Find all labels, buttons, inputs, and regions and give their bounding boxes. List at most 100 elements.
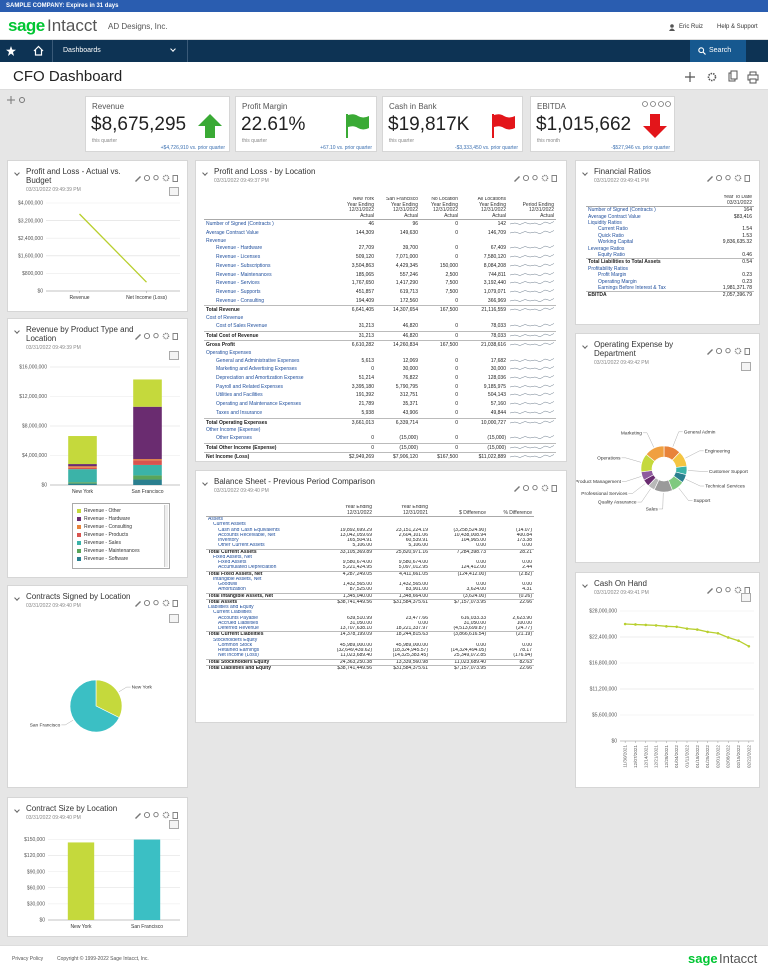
settings-icon[interactable]: [162, 811, 170, 819]
legend-entry[interactable]: Revenue - Other: [77, 507, 161, 515]
chart-menu-button[interactable]: [741, 362, 751, 371]
legend-entry[interactable]: Revenue - Software: [77, 555, 161, 563]
settings-icon[interactable]: [734, 174, 742, 182]
chart-menu-button[interactable]: [169, 614, 179, 623]
collapse-toggle[interactable]: [14, 807, 20, 813]
delete-icon[interactable]: [172, 333, 178, 340]
zoom-icon[interactable]: [153, 332, 159, 339]
panel-tools[interactable]: [513, 174, 561, 182]
panel-tools[interactable]: [134, 599, 182, 607]
zoom-icon[interactable]: [725, 586, 731, 593]
chart-menu-button[interactable]: [169, 351, 179, 360]
collapse-toggle[interactable]: [14, 328, 20, 334]
brand-logo[interactable]: sage: [8, 16, 45, 35]
cell: 0.00: [476, 582, 486, 588]
panel-tools[interactable]: [134, 332, 182, 340]
collapse-toggle[interactable]: [202, 480, 208, 486]
panel-tools[interactable]: [513, 484, 561, 492]
collapse-toggle[interactable]: [14, 595, 20, 601]
chart-menu-button[interactable]: [169, 187, 179, 196]
trend-cell: [508, 365, 556, 374]
refresh-icon[interactable]: [143, 174, 151, 182]
company-name[interactable]: AD Designs, Inc.: [108, 22, 168, 31]
legend-entry[interactable]: Revenue - Hardware: [77, 515, 161, 523]
panel-tools[interactable]: [706, 174, 754, 182]
delete-icon[interactable]: [744, 348, 750, 355]
zoom-icon[interactable]: [532, 484, 538, 491]
legend-entry[interactable]: Revenue - Products: [77, 531, 161, 539]
delete-icon[interactable]: [172, 600, 178, 607]
privacy-link[interactable]: Privacy Policy: [12, 956, 44, 962]
settings-icon[interactable]: [541, 174, 549, 182]
favorites-icon[interactable]: [6, 46, 16, 56]
settings-icon[interactable]: [162, 332, 170, 340]
delete-icon[interactable]: [172, 175, 178, 182]
zoom-icon[interactable]: [153, 174, 159, 181]
panel-tools[interactable]: [706, 347, 754, 355]
zoom-icon[interactable]: [725, 347, 731, 354]
tool-icon[interactable]: [650, 101, 656, 107]
help-link[interactable]: Help & Support: [717, 24, 758, 30]
edit-icon[interactable]: [514, 486, 520, 492]
delete-icon[interactable]: [744, 175, 750, 182]
refresh-icon[interactable]: [522, 484, 530, 492]
chart-menu[interactable]: [169, 820, 179, 829]
chart-menu[interactable]: [169, 187, 179, 196]
chart-menu[interactable]: [169, 351, 179, 360]
settings-icon[interactable]: [162, 174, 170, 182]
tool-icon[interactable]: [642, 101, 648, 107]
user-name[interactable]: Eric Ruiz: [679, 24, 704, 30]
settings-icon[interactable]: [734, 586, 742, 594]
chart-menu-button[interactable]: [741, 593, 751, 602]
layout-controls[interactable]: [7, 96, 27, 104]
delete-icon[interactable]: [551, 485, 557, 492]
refresh-icon[interactable]: [715, 347, 723, 355]
chart-menu[interactable]: [169, 614, 179, 623]
edit-icon[interactable]: [707, 349, 713, 355]
settings-icon[interactable]: [541, 484, 549, 492]
refresh-icon[interactable]: [143, 811, 151, 819]
edit-icon[interactable]: [135, 813, 141, 819]
edit-icon[interactable]: [707, 176, 713, 182]
zoom-icon[interactable]: [725, 174, 731, 181]
chart-menu-button[interactable]: [169, 820, 179, 829]
refresh-icon[interactable]: [715, 174, 723, 182]
legend-scrollbar[interactable]: [164, 505, 168, 567]
delete-icon[interactable]: [551, 175, 557, 182]
collapse-toggle[interactable]: [14, 170, 20, 176]
zoom-icon[interactable]: [153, 811, 159, 818]
chart-menu[interactable]: [741, 593, 751, 602]
zoom-icon[interactable]: [153, 599, 159, 606]
edit-icon[interactable]: [135, 176, 141, 182]
settings-icon[interactable]: [162, 599, 170, 607]
refresh-icon[interactable]: [143, 599, 151, 607]
refresh-icon[interactable]: [143, 332, 151, 340]
chart-menu[interactable]: [741, 362, 751, 371]
search-button[interactable]: Search: [690, 40, 746, 62]
home-icon[interactable]: [33, 45, 44, 56]
tool-icon[interactable]: [658, 101, 664, 107]
edit-icon[interactable]: [707, 588, 713, 594]
delete-icon[interactable]: [172, 812, 178, 819]
collapse-toggle[interactable]: [582, 170, 588, 176]
menu-dropdown[interactable]: Dashboards: [52, 40, 188, 62]
panel-tools[interactable]: [134, 174, 182, 182]
legend-entry[interactable]: Revenue - Consulting: [77, 523, 161, 531]
collapse-toggle[interactable]: [582, 582, 588, 588]
edit-icon[interactable]: [135, 334, 141, 340]
settings-icon[interactable]: [734, 347, 742, 355]
collapse-toggle[interactable]: [582, 343, 588, 349]
card-tools[interactable]: [641, 100, 671, 108]
edit-icon[interactable]: [135, 601, 141, 607]
page-actions[interactable]: [684, 70, 764, 84]
refresh-icon[interactable]: [522, 174, 530, 182]
refresh-icon[interactable]: [715, 586, 723, 594]
edit-icon[interactable]: [514, 176, 520, 182]
legend-entry[interactable]: Revenue - Sales: [77, 539, 161, 547]
collapse-toggle[interactable]: [202, 170, 208, 176]
panel-tools[interactable]: [134, 811, 182, 819]
zoom-icon[interactable]: [532, 174, 538, 181]
tool-icon[interactable]: [665, 101, 671, 107]
y-tick-label: $0: [37, 289, 43, 295]
legend-entry[interactable]: Revenue - Maintenances: [77, 547, 161, 555]
